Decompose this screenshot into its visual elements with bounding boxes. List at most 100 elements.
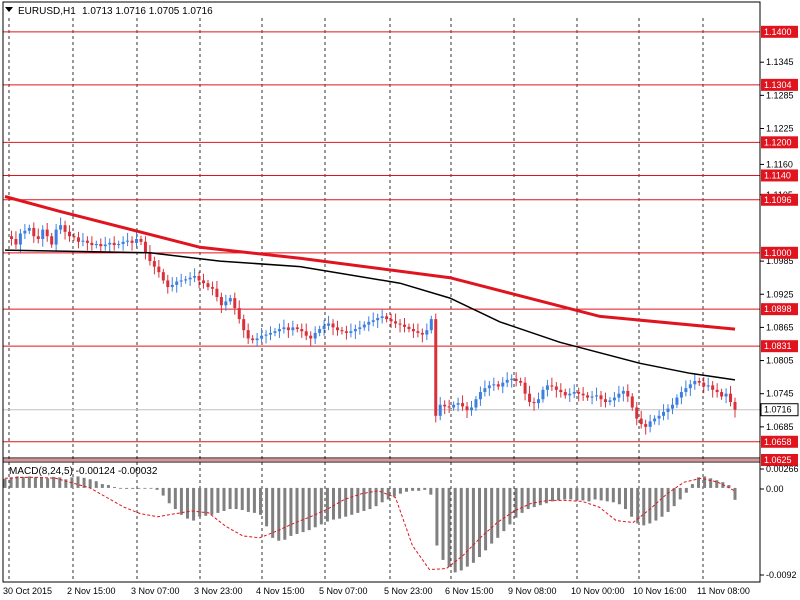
price-tick-label: 1.0745	[766, 389, 794, 399]
macd-bar	[356, 487, 360, 513]
price-levels	[3, 31, 760, 461]
macd-bar	[526, 487, 530, 510]
candle-body	[402, 324, 406, 327]
macd-bar	[733, 487, 737, 500]
candle-body	[331, 323, 335, 328]
candle-body	[666, 408, 670, 412]
candle-body	[349, 331, 353, 333]
macd-bar	[21, 476, 25, 488]
time-tick-label: 2 Nov 15:00	[67, 586, 116, 596]
macd-bar	[94, 481, 98, 488]
time-tick-label: 11 Nov 08:00	[697, 586, 750, 596]
macd-bar	[27, 476, 31, 488]
candle-body	[514, 378, 518, 381]
chart-ohlc: 1.0713 1.0716 1.0705 1.0716	[82, 6, 213, 17]
candle-body	[550, 385, 554, 387]
macd-bar	[204, 487, 208, 516]
candle-body	[536, 399, 540, 404]
current-price-label: 1.0716	[764, 405, 792, 415]
price-level-label-box	[761, 246, 798, 259]
candle-body	[228, 298, 232, 302]
candle-body	[603, 399, 607, 402]
candle-body	[434, 319, 438, 416]
candle-body	[380, 316, 384, 319]
candle-body	[608, 400, 612, 402]
macd-bar	[271, 487, 275, 538]
macd-bar	[338, 487, 342, 519]
candle-body	[157, 266, 161, 273]
macd-bar	[715, 480, 719, 488]
price-tick-label: 1.0805	[766, 356, 794, 366]
macd-bar	[33, 477, 37, 488]
candle-body	[202, 280, 206, 284]
macd-bar	[149, 487, 153, 489]
price-level-label-box	[761, 435, 798, 448]
macd-bar	[684, 487, 688, 493]
candle-body	[27, 227, 31, 231]
candle-body	[635, 407, 639, 419]
macd-bar	[678, 487, 682, 500]
macd-bar	[587, 487, 591, 502]
candle-body	[336, 327, 340, 331]
candle-body	[344, 331, 348, 333]
candle-body	[175, 281, 179, 285]
macd-bar	[368, 487, 372, 510]
macd-bar	[508, 487, 512, 525]
candle-body	[657, 415, 661, 419]
candle-body	[478, 392, 482, 400]
candle-body	[99, 243, 103, 247]
candle-body	[210, 287, 214, 289]
macd-bar	[198, 487, 202, 517]
candle-body	[277, 329, 281, 332]
candle-body	[559, 389, 563, 393]
candle-body	[45, 229, 49, 237]
time-tick-label: 10 Nov 00:00	[571, 586, 625, 596]
chart-menu-triangle-icon[interactable]	[5, 7, 13, 12]
macd-bar	[173, 487, 177, 510]
macd-bar	[453, 487, 457, 573]
macd-bar	[240, 487, 244, 510]
macd-bar	[398, 487, 402, 494]
price-tick-label: 1.1225	[766, 124, 794, 134]
macd-bar	[557, 487, 561, 501]
candle-body	[340, 330, 344, 332]
macd-bar	[520, 487, 524, 513]
candle-body	[353, 329, 357, 332]
macd-bar	[514, 487, 518, 518]
price-axis: 1.13451.12851.12251.11601.11051.09851.09…	[760, 57, 794, 432]
macd-bar	[319, 487, 323, 525]
candle-body	[72, 236, 76, 238]
candle-body	[510, 378, 514, 380]
candle-body	[59, 225, 63, 230]
candle-body	[684, 388, 688, 393]
macd-bar	[666, 487, 670, 512]
macd-bar	[228, 487, 232, 510]
candle-body	[41, 229, 45, 239]
candle-body	[429, 319, 433, 331]
macd-tick-label: 0.00	[766, 484, 784, 494]
macd-bar	[374, 487, 378, 507]
macd-signal-line	[4, 476, 736, 571]
price-level-label-box	[761, 303, 798, 316]
candle-body	[23, 230, 27, 234]
macd-bar	[119, 487, 123, 489]
macd-bar	[441, 487, 445, 560]
candle-body	[9, 236, 13, 239]
candle-body	[586, 395, 590, 398]
macd-bar	[167, 487, 171, 504]
candle-body	[577, 392, 581, 394]
candle-body	[389, 319, 393, 322]
candle-body	[179, 280, 183, 282]
candle-body	[313, 332, 317, 339]
price-level-label-box	[761, 78, 798, 91]
price-level-label: 1.1400	[764, 27, 792, 37]
macd-bar	[490, 487, 494, 544]
candle-body	[595, 395, 599, 397]
candle-body	[465, 406, 469, 411]
macd-bar	[301, 487, 305, 533]
candle-body	[523, 382, 527, 394]
macd-bar	[325, 487, 329, 522]
candle-body	[688, 384, 692, 389]
candle-body	[715, 389, 719, 393]
